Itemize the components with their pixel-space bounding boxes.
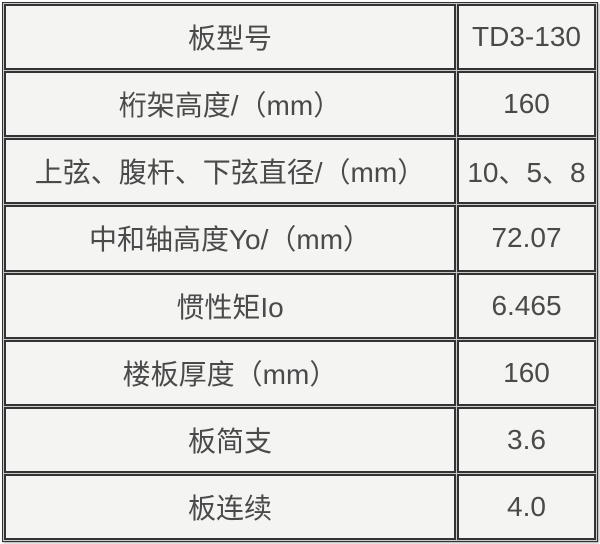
row-label: 楼板厚度（mm）	[4, 339, 456, 406]
row-value: 4.0	[457, 473, 596, 540]
row-value: 10、5、8	[457, 138, 596, 205]
table-row: 桁架高度/（mm） 160	[4, 71, 596, 138]
row-label: 上弦、腹杆、下弦直径/（mm）	[4, 138, 456, 205]
row-label: 板连续	[4, 473, 456, 540]
row-value: 72.07	[457, 205, 596, 272]
row-label: 桁架高度/（mm）	[4, 71, 456, 138]
row-value: 160	[457, 71, 596, 138]
spec-table-body: 板型号 TD3-130 桁架高度/（mm） 160 上弦、腹杆、下弦直径/（mm） 10、…	[4, 4, 596, 540]
table-row: 中和轴高度Yo/（mm） 72.07	[4, 205, 596, 272]
row-value: 160	[457, 339, 596, 406]
table-row: 楼板厚度（mm） 160	[4, 339, 596, 406]
table-row: 板简支 3.6	[4, 406, 596, 473]
row-value: TD3-130	[457, 4, 596, 71]
row-value: 3.6	[457, 406, 596, 473]
table-row: 板连续 4.0	[4, 473, 596, 540]
row-label: 中和轴高度Yo/（mm）	[4, 205, 456, 272]
row-label: 板型号	[4, 4, 456, 71]
table-row: 上弦、腹杆、下弦直径/（mm） 10、5、8	[4, 138, 596, 205]
table-row: 惯性矩Io 6.465	[4, 272, 596, 339]
row-label: 板简支	[4, 406, 456, 473]
row-value: 6.465	[457, 272, 596, 339]
table-row: 板型号 TD3-130	[4, 4, 596, 71]
row-label: 惯性矩Io	[4, 272, 456, 339]
